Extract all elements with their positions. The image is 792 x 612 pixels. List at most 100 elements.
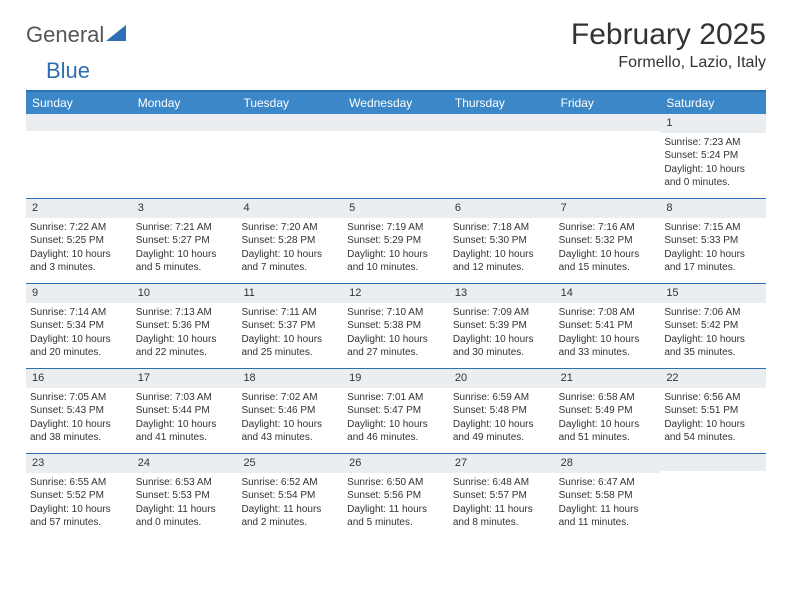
day-info: Sunrise: 7:08 AMSunset: 5:41 PMDaylight:…	[559, 306, 657, 360]
day-number: 16	[26, 369, 132, 388]
day-cell: 21Sunrise: 6:58 AMSunset: 5:49 PMDayligh…	[555, 369, 661, 453]
day-number	[132, 114, 238, 131]
day-number: 4	[237, 199, 343, 218]
sunset-text: Sunset: 5:25 PM	[30, 234, 128, 248]
day-number	[343, 114, 449, 131]
day-cell: 14 Sunrise: 7:08 AMSunset: 5:41 PMDayligh…	[555, 284, 661, 368]
day-cell: 27 Sunrise: 6:48 AMSunset: 5:57 PMDayligh…	[449, 454, 555, 538]
sunrise-text: Sunrise: 7:05 AM	[30, 391, 128, 405]
sunset-text: Sunset: 5:44 PM	[136, 404, 234, 418]
sunrise-text: Sunrise: 6:48 AM	[453, 476, 551, 490]
daylight-text: Daylight: 11 hours and 5 minutes.	[347, 503, 445, 530]
sunset-text: Sunset: 5:36 PM	[136, 319, 234, 333]
daylight-text: Daylight: 10 hours and 33 minutes.	[559, 333, 657, 360]
sunrise-text: Sunrise: 6:58 AM	[559, 391, 657, 405]
day-info: Sunrise: 7:18 AMSunset: 5:30 PMDaylight:…	[453, 221, 551, 275]
day-info: Sunrise: 7:09 AMSunset: 5:39 PMDaylight:…	[453, 306, 551, 360]
day-cell: 16 Sunrise: 7:05 AMSunset: 5:43 PMDayligh…	[26, 369, 132, 453]
day-info: Sunrise: 7:02 AMSunset: 5:46 PMDaylight:…	[241, 391, 339, 445]
daylight-text: Daylight: 10 hours and 25 minutes.	[241, 333, 339, 360]
daylight-text: Daylight: 10 hours and 22 minutes.	[136, 333, 234, 360]
day-header: Sunday	[26, 92, 132, 114]
day-cell: 18Sunrise: 7:02 AMSunset: 5:46 PMDayligh…	[237, 369, 343, 453]
day-number: 9	[26, 284, 132, 303]
day-info: Sunrise: 7:05 AMSunset: 5:43 PMDaylight:…	[30, 391, 128, 445]
day-info: Sunrise: 7:19 AMSunset: 5:29 PMDaylight:…	[347, 221, 445, 275]
daylight-text: Daylight: 10 hours and 17 minutes.	[664, 248, 762, 275]
day-cell: 22Sunrise: 6:56 AMSunset: 5:51 PMDayligh…	[660, 369, 766, 453]
day-number: 1	[660, 114, 766, 133]
day-number: 14	[555, 284, 661, 303]
day-cell: 23Sunrise: 6:55 AMSunset: 5:52 PMDayligh…	[26, 454, 132, 538]
calendar: SundayMondayTuesdayWednesdayThursdayFrid…	[26, 92, 766, 538]
day-cell: 20Sunrise: 6:59 AMSunset: 5:48 PMDayligh…	[449, 369, 555, 453]
sunrise-text: Sunrise: 7:15 AM	[664, 221, 762, 235]
day-number: 6	[449, 199, 555, 218]
sunrise-text: Sunrise: 7:01 AM	[347, 391, 445, 405]
day-cell: 25 Sunrise: 6:52 AMSunset: 5:54 PMDayligh…	[237, 454, 343, 538]
daylight-text: Daylight: 10 hours and 43 minutes.	[241, 418, 339, 445]
sunset-text: Sunset: 5:47 PM	[347, 404, 445, 418]
daylight-text: Daylight: 10 hours and 30 minutes.	[453, 333, 551, 360]
day-info: Sunrise: 6:47 AMSunset: 5:58 PMDaylight:…	[559, 476, 657, 530]
day-number: 7	[555, 199, 661, 218]
sunrise-text: Sunrise: 7:21 AM	[136, 221, 234, 235]
day-number	[555, 114, 661, 131]
daylight-text: Daylight: 10 hours and 41 minutes.	[136, 418, 234, 445]
day-cell: 17Sunrise: 7:03 AMSunset: 5:44 PMDayligh…	[132, 369, 238, 453]
day-number: 28	[555, 454, 661, 473]
daylight-text: Daylight: 10 hours and 49 minutes.	[453, 418, 551, 445]
day-header: Friday	[555, 92, 661, 114]
sunrise-text: Sunrise: 7:18 AM	[453, 221, 551, 235]
day-info: Sunrise: 7:15 AMSunset: 5:33 PMDaylight:…	[664, 221, 762, 275]
sunrise-text: Sunrise: 7:06 AM	[664, 306, 762, 320]
week-row: 1Sunrise: 7:23 AMSunset: 5:24 PMDaylight…	[26, 114, 766, 199]
day-info: Sunrise: 7:16 AMSunset: 5:32 PMDaylight:…	[559, 221, 657, 275]
sunrise-text: Sunrise: 7:03 AM	[136, 391, 234, 405]
logo-text-2: Blue	[46, 58, 90, 83]
day-header: Saturday	[660, 92, 766, 114]
daylight-text: Daylight: 10 hours and 54 minutes.	[664, 418, 762, 445]
day-info: Sunrise: 7:01 AMSunset: 5:47 PMDaylight:…	[347, 391, 445, 445]
sunrise-text: Sunrise: 7:02 AM	[241, 391, 339, 405]
day-header: Thursday	[449, 92, 555, 114]
sunset-text: Sunset: 5:54 PM	[241, 489, 339, 503]
sunrise-text: Sunrise: 7:20 AM	[241, 221, 339, 235]
sunrise-text: Sunrise: 6:56 AM	[664, 391, 762, 405]
day-number: 15	[660, 284, 766, 303]
day-info: Sunrise: 6:53 AMSunset: 5:53 PMDaylight:…	[136, 476, 234, 530]
day-header: Wednesday	[343, 92, 449, 114]
sunrise-text: Sunrise: 7:08 AM	[559, 306, 657, 320]
day-cell: 8Sunrise: 7:15 AMSunset: 5:33 PMDaylight…	[660, 199, 766, 283]
daylight-text: Daylight: 10 hours and 35 minutes.	[664, 333, 762, 360]
day-info: Sunrise: 6:52 AMSunset: 5:54 PMDaylight:…	[241, 476, 339, 530]
day-header-row: SundayMondayTuesdayWednesdayThursdayFrid…	[26, 92, 766, 114]
sunset-text: Sunset: 5:42 PM	[664, 319, 762, 333]
day-info: Sunrise: 6:48 AMSunset: 5:57 PMDaylight:…	[453, 476, 551, 530]
daylight-text: Daylight: 10 hours and 46 minutes.	[347, 418, 445, 445]
day-cell	[555, 114, 661, 198]
sunset-text: Sunset: 5:41 PM	[559, 319, 657, 333]
day-number: 24	[132, 454, 238, 473]
sunrise-text: Sunrise: 7:13 AM	[136, 306, 234, 320]
day-info: Sunrise: 7:06 AMSunset: 5:42 PMDaylight:…	[664, 306, 762, 360]
day-number: 5	[343, 199, 449, 218]
day-cell: 26Sunrise: 6:50 AMSunset: 5:56 PMDayligh…	[343, 454, 449, 538]
week-row: 9Sunrise: 7:14 AMSunset: 5:34 PMDaylight…	[26, 284, 766, 369]
daylight-text: Daylight: 10 hours and 20 minutes.	[30, 333, 128, 360]
sunset-text: Sunset: 5:52 PM	[30, 489, 128, 503]
day-cell	[343, 114, 449, 198]
sunset-text: Sunset: 5:33 PM	[664, 234, 762, 248]
day-number: 27	[449, 454, 555, 473]
sunset-text: Sunset: 5:43 PM	[30, 404, 128, 418]
day-number	[660, 454, 766, 471]
day-number: 25	[237, 454, 343, 473]
sunrise-text: Sunrise: 7:14 AM	[30, 306, 128, 320]
day-info: Sunrise: 7:10 AMSunset: 5:38 PMDaylight:…	[347, 306, 445, 360]
day-number	[237, 114, 343, 131]
daylight-text: Daylight: 10 hours and 10 minutes.	[347, 248, 445, 275]
sunrise-text: Sunrise: 6:50 AM	[347, 476, 445, 490]
day-cell: 12Sunrise: 7:10 AMSunset: 5:38 PMDayligh…	[343, 284, 449, 368]
daylight-text: Daylight: 10 hours and 12 minutes.	[453, 248, 551, 275]
sunrise-text: Sunrise: 7:16 AM	[559, 221, 657, 235]
